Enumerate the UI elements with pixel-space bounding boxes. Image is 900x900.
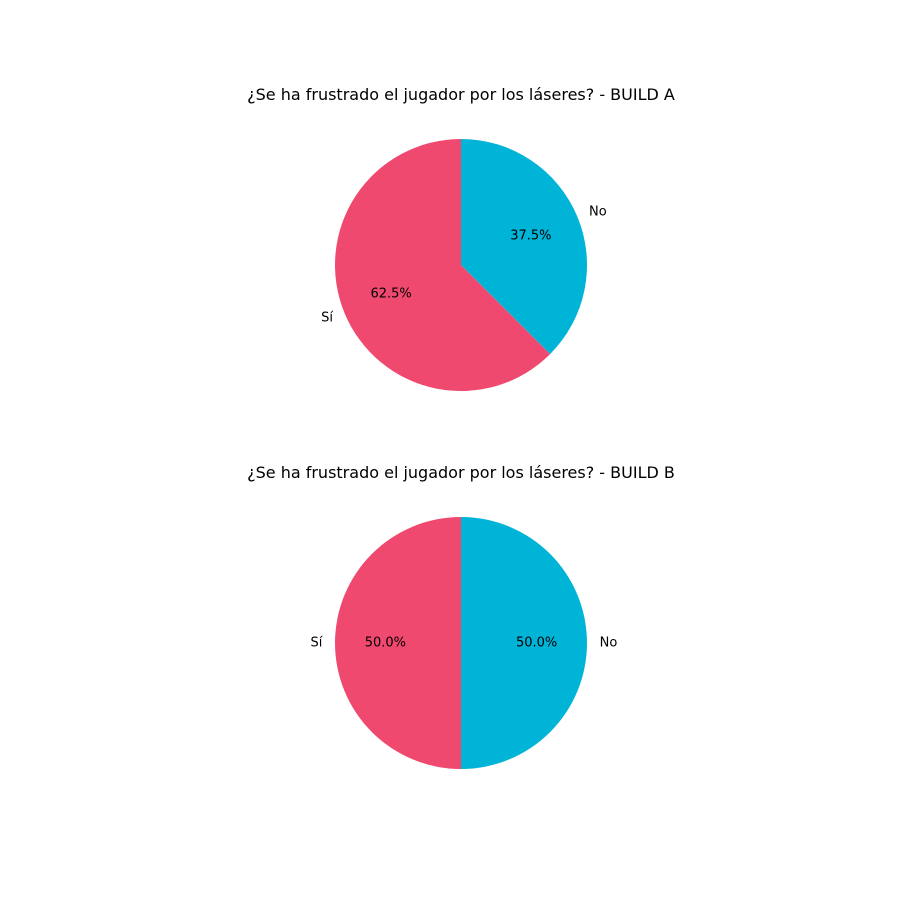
chart-title-build-a: ¿Se ha frustrado el jugador por los láse… [247, 85, 675, 104]
pie-a-slice-si [335, 139, 551, 392]
pie-b-slices [335, 517, 587, 769]
pie-b-label-no: No [600, 636, 618, 651]
pie-chart-build-a: ¿Se ha frustrado el jugador por los láse… [247, 85, 675, 392]
pie-a-slice-no [461, 139, 588, 355]
chart-title-build-b: ¿Se ha frustrado el jugador por los láse… [247, 463, 675, 482]
pie-b-pct-si: 50.0% [365, 636, 406, 651]
pie-a-pct-no: 37.5% [510, 229, 551, 244]
pie-chart-build-b: ¿Se ha frustrado el jugador por los láse… [247, 463, 675, 769]
pie-b-label-si: Sí [311, 636, 323, 651]
pie-a-pct-si: 62.5% [370, 286, 411, 301]
pie-a-label-si: Sí [321, 311, 333, 326]
pie-b-labels: No 50.0% Sí 50.0% [311, 636, 618, 651]
pie-b-pct-no: 50.0% [516, 636, 557, 651]
pie-a-label-no: No [589, 204, 607, 219]
pie-a-labels: No 37.5% Sí 62.5% [321, 204, 607, 325]
pie-a-slices [335, 139, 588, 392]
pie-b-slice-si [335, 517, 461, 769]
pie-b-slice-no [461, 517, 587, 769]
